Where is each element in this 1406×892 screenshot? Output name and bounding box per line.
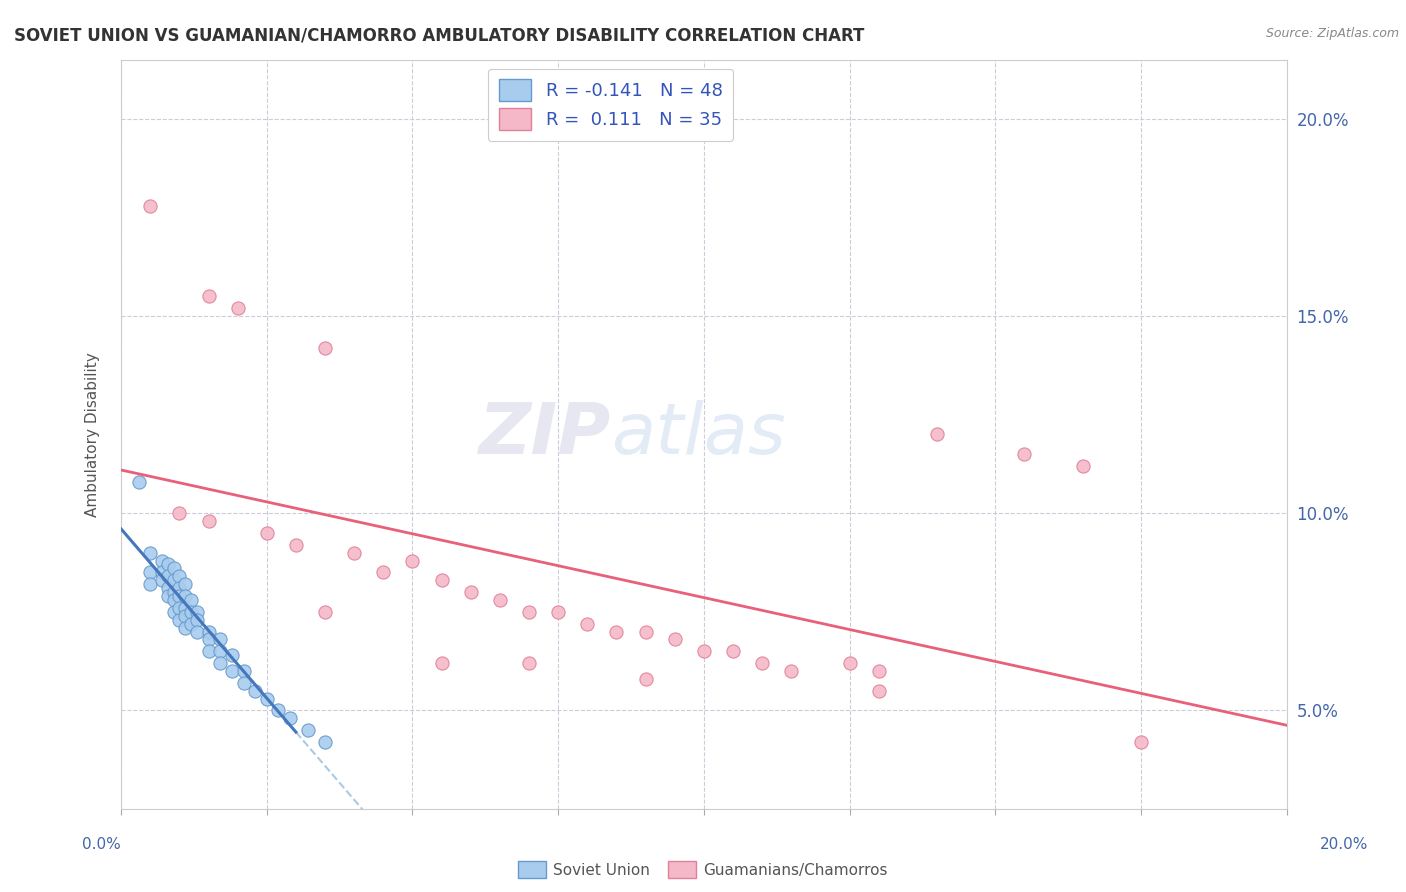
Point <box>838 656 860 670</box>
Point <box>634 624 657 639</box>
Point <box>197 644 219 658</box>
Point <box>243 683 266 698</box>
Point <box>314 341 336 355</box>
Point <box>169 600 191 615</box>
Point <box>278 711 301 725</box>
Point <box>150 553 173 567</box>
Point <box>162 561 184 575</box>
Point <box>139 566 162 580</box>
Point <box>373 566 395 580</box>
Point <box>156 581 179 595</box>
Point <box>169 569 191 583</box>
Point <box>139 546 162 560</box>
Point <box>169 581 191 595</box>
Point <box>162 605 184 619</box>
Point <box>128 475 150 489</box>
Point <box>1014 447 1036 461</box>
Legend: R = -0.141   N = 48, R =  0.111   N = 35: R = -0.141 N = 48, R = 0.111 N = 35 <box>488 69 734 141</box>
Point <box>576 616 599 631</box>
Point <box>169 613 191 627</box>
Y-axis label: Ambulatory Disability: Ambulatory Disability <box>86 352 100 516</box>
Text: ZIP: ZIP <box>478 400 610 469</box>
Point <box>209 656 232 670</box>
Point <box>174 589 197 603</box>
Point <box>868 664 890 678</box>
Text: 0.0%: 0.0% <box>82 837 121 852</box>
Point <box>209 632 232 647</box>
Point <box>174 577 197 591</box>
Point <box>174 600 197 615</box>
Point <box>197 514 219 528</box>
Point <box>1071 458 1094 473</box>
Point <box>169 506 191 520</box>
Point <box>162 573 184 587</box>
Point <box>186 613 208 627</box>
Point <box>162 585 184 599</box>
Point <box>139 577 162 591</box>
Point <box>174 621 197 635</box>
Point <box>180 605 202 619</box>
Point <box>232 664 254 678</box>
Point <box>197 289 219 303</box>
Point <box>139 198 162 212</box>
Point <box>664 632 686 647</box>
Point <box>186 605 208 619</box>
Point <box>162 593 184 607</box>
Point <box>267 703 290 717</box>
Point <box>256 691 278 706</box>
Point <box>156 589 179 603</box>
Point <box>156 569 179 583</box>
Text: atlas: atlas <box>610 400 786 469</box>
Point <box>430 573 453 587</box>
Point <box>156 558 179 572</box>
Point <box>180 616 202 631</box>
Point <box>221 664 243 678</box>
Point <box>186 624 208 639</box>
Point <box>721 644 744 658</box>
Point <box>693 644 716 658</box>
Point <box>780 664 803 678</box>
Point <box>169 589 191 603</box>
Point <box>314 735 336 749</box>
Point <box>517 605 540 619</box>
Point <box>174 608 197 623</box>
Legend: Soviet Union, Guamanians/Chamorros: Soviet Union, Guamanians/Chamorros <box>512 855 894 884</box>
Point <box>226 301 249 315</box>
Point <box>401 553 423 567</box>
Text: 20.0%: 20.0% <box>1320 837 1368 852</box>
Point <box>751 656 773 670</box>
Point <box>343 546 366 560</box>
Point <box>256 525 278 540</box>
Point <box>1129 735 1152 749</box>
Point <box>297 723 319 738</box>
Point <box>209 644 232 658</box>
Point <box>150 566 173 580</box>
Point <box>284 538 307 552</box>
Point <box>868 683 890 698</box>
Point <box>605 624 627 639</box>
Point <box>180 593 202 607</box>
Point <box>430 656 453 670</box>
Point <box>150 573 173 587</box>
Point <box>460 585 482 599</box>
Text: Source: ZipAtlas.com: Source: ZipAtlas.com <box>1265 27 1399 40</box>
Point <box>925 427 948 442</box>
Point <box>314 605 336 619</box>
Point <box>517 656 540 670</box>
Text: SOVIET UNION VS GUAMANIAN/CHAMORRO AMBULATORY DISABILITY CORRELATION CHART: SOVIET UNION VS GUAMANIAN/CHAMORRO AMBUL… <box>14 27 865 45</box>
Point <box>232 675 254 690</box>
Point <box>547 605 569 619</box>
Point <box>489 593 512 607</box>
Point <box>197 624 219 639</box>
Point <box>634 672 657 686</box>
Point <box>221 648 243 663</box>
Point <box>197 632 219 647</box>
